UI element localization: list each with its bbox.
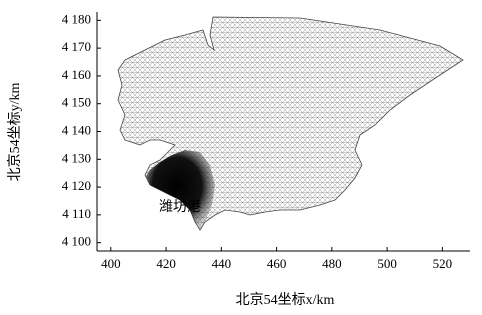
x-tick-label: 420 — [156, 256, 176, 271]
x-tick-label: 480 — [322, 256, 342, 271]
y-tick-label: 4 100 — [62, 234, 91, 249]
y-tick-label: 4 180 — [62, 11, 91, 26]
y-tick-label: 4 170 — [62, 39, 91, 54]
y-tick-label: 4 120 — [62, 178, 91, 193]
y-tick-label: 4 160 — [62, 67, 91, 82]
x-axis-label: 北京54坐标x/km — [236, 292, 335, 308]
page: {"chart_data": {"type": "map", "xlabel":… — [0, 0, 482, 315]
x-tick-label: 400 — [101, 256, 121, 271]
y-tick-label: 4 130 — [62, 150, 91, 165]
y-tick-label: 4 150 — [62, 95, 91, 110]
x-tick-label: 520 — [433, 256, 453, 271]
mesh-domain — [118, 17, 463, 230]
x-tick-label: 460 — [267, 256, 287, 271]
x-tick-label: 440 — [212, 256, 232, 271]
chart: 潍坊港 北京54坐标x/km 北京54坐标y/km 400 420 440 460 48… — [0, 0, 482, 315]
x-tick-label: 500 — [377, 256, 397, 271]
y-axis-label: 北京54坐标y/km — [7, 83, 23, 182]
port-label: 潍坊港 — [159, 199, 201, 215]
y-tick-label: 4 110 — [62, 206, 91, 221]
y-tick-label: 4 140 — [62, 122, 91, 137]
